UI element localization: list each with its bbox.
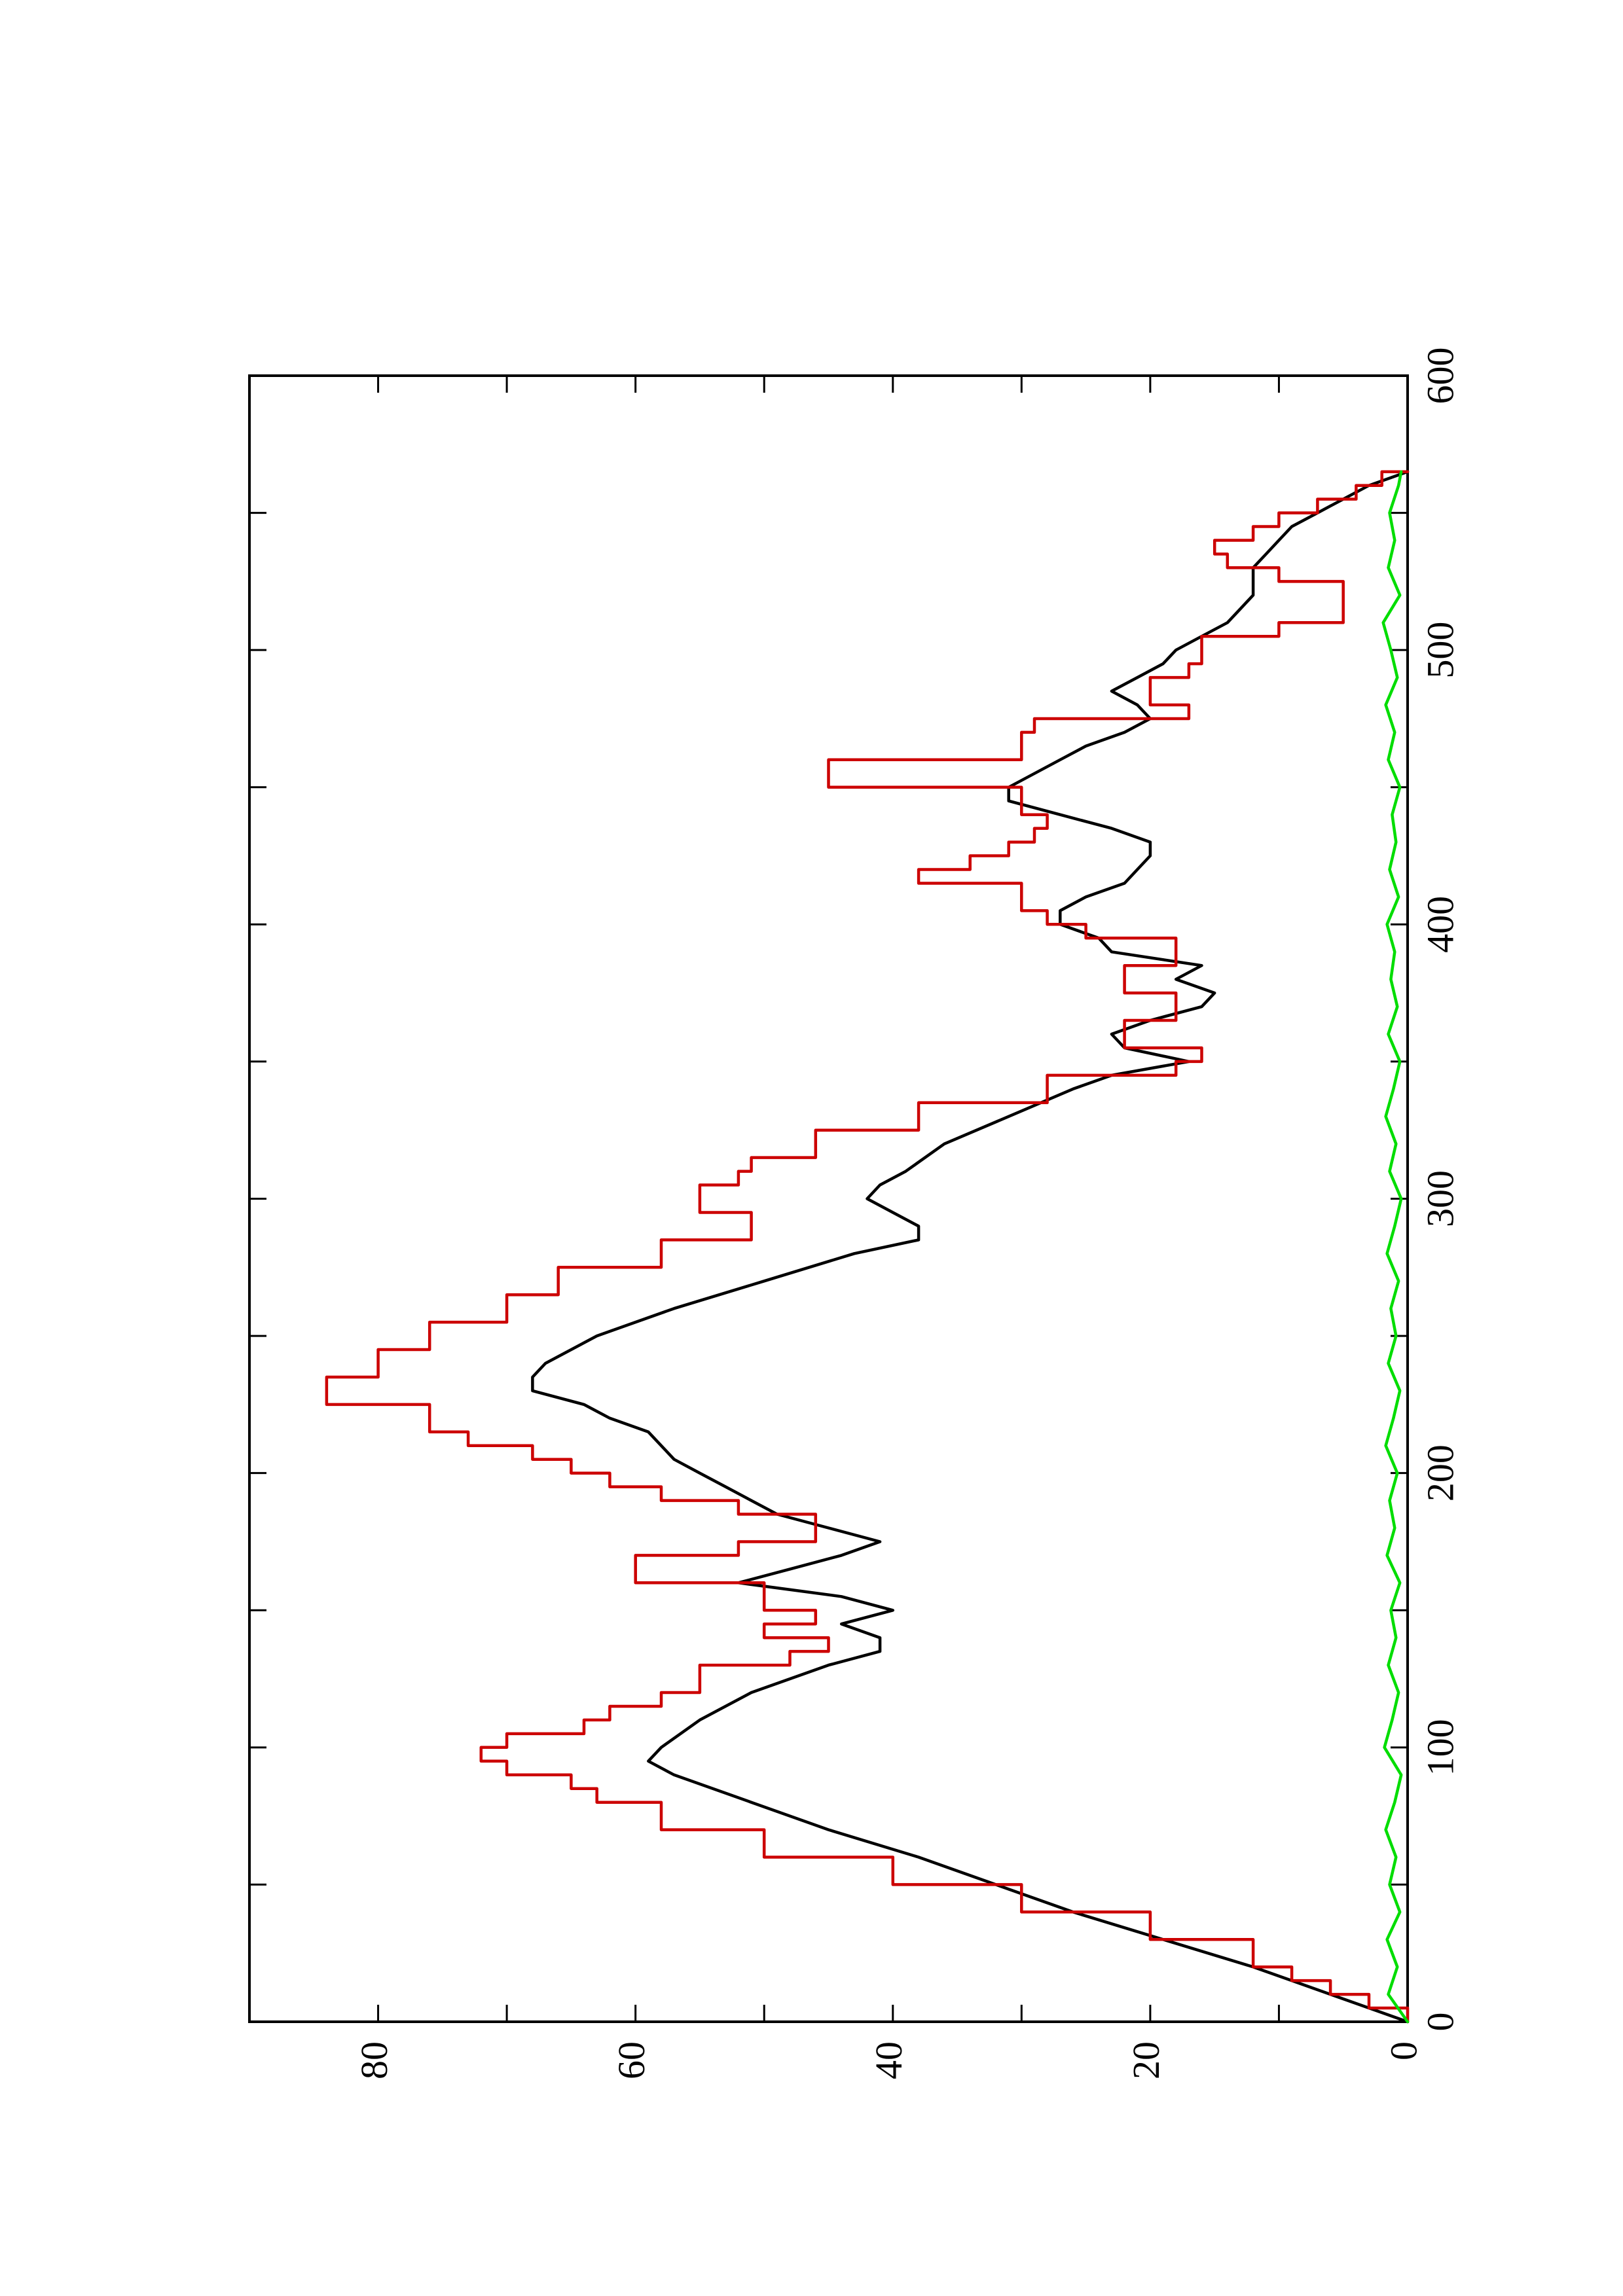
x-tick-label: 300 <box>1419 1170 1462 1227</box>
y-tick-label: 60 <box>610 2041 653 2079</box>
x-tick-label: 200 <box>1419 1444 1462 1501</box>
y-tick-label: 40 <box>867 2041 910 2079</box>
axis-ticks <box>248 374 1409 2023</box>
tick-labels: 0 100 200 300 400 500 600 0 20 40 60 80 <box>353 348 1462 2080</box>
x-tick-label: 500 <box>1419 622 1462 679</box>
series-group <box>325 470 1410 2024</box>
x-tick-label: 600 <box>1419 348 1462 404</box>
y-tick-label: 0 <box>1382 2041 1425 2060</box>
series-line-3 <box>1381 470 1410 2024</box>
series-line-2 <box>325 470 1410 2024</box>
series-line-1 <box>531 470 1410 2024</box>
x-tick-label: 100 <box>1419 1719 1462 1776</box>
plot-frame <box>248 374 1409 2023</box>
y-tick-label: 80 <box>353 2041 395 2079</box>
x-tick-label: 0 <box>1419 2013 1462 2032</box>
x-tick-label: 400 <box>1419 896 1462 953</box>
y-tick-label: 20 <box>1125 2041 1167 2079</box>
